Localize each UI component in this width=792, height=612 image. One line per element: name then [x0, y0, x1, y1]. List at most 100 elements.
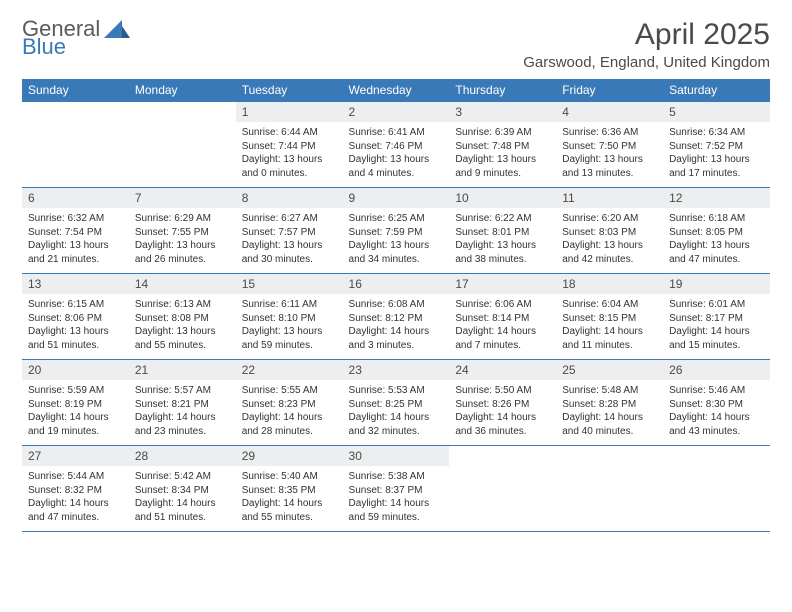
- title-block: April 2025 Garswood, England, United Kin…: [523, 18, 770, 71]
- day-details: Sunrise: 6:11 AMSunset: 8:10 PMDaylight:…: [236, 294, 343, 356]
- calendar-cell: 26Sunrise: 5:46 AMSunset: 8:30 PMDayligh…: [663, 360, 770, 446]
- location: Garswood, England, United Kingdom: [523, 54, 770, 71]
- logo: General Blue: [22, 18, 130, 58]
- calendar-table: SundayMondayTuesdayWednesdayThursdayFrid…: [22, 79, 770, 532]
- calendar-week: 1Sunrise: 6:44 AMSunset: 7:44 PMDaylight…: [22, 102, 770, 188]
- day-details: Sunrise: 6:41 AMSunset: 7:46 PMDaylight:…: [343, 122, 450, 184]
- day-details: Sunrise: 6:39 AMSunset: 7:48 PMDaylight:…: [449, 122, 556, 184]
- day-details: Sunrise: 6:08 AMSunset: 8:12 PMDaylight:…: [343, 294, 450, 356]
- day-number: 13: [22, 274, 129, 294]
- day-details: Sunrise: 6:22 AMSunset: 8:01 PMDaylight:…: [449, 208, 556, 270]
- calendar-cell: 6Sunrise: 6:32 AMSunset: 7:54 PMDaylight…: [22, 188, 129, 274]
- day-number: 16: [343, 274, 450, 294]
- day-details: Sunrise: 6:15 AMSunset: 8:06 PMDaylight:…: [22, 294, 129, 356]
- calendar-week: 6Sunrise: 6:32 AMSunset: 7:54 PMDaylight…: [22, 188, 770, 274]
- day-header: Thursday: [449, 79, 556, 102]
- day-number: 23: [343, 360, 450, 380]
- logo-mark-icon: [104, 20, 130, 40]
- calendar-cell: 17Sunrise: 6:06 AMSunset: 8:14 PMDayligh…: [449, 274, 556, 360]
- calendar-cell: 22Sunrise: 5:55 AMSunset: 8:23 PMDayligh…: [236, 360, 343, 446]
- calendar-cell: 3Sunrise: 6:39 AMSunset: 7:48 PMDaylight…: [449, 102, 556, 188]
- day-number: 25: [556, 360, 663, 380]
- logo-text-bottom: Blue: [22, 36, 100, 58]
- day-details: Sunrise: 6:25 AMSunset: 7:59 PMDaylight:…: [343, 208, 450, 270]
- day-number: 12: [663, 188, 770, 208]
- header: General Blue April 2025 Garswood, Englan…: [22, 18, 770, 71]
- day-details: Sunrise: 6:01 AMSunset: 8:17 PMDaylight:…: [663, 294, 770, 356]
- calendar-cell: 15Sunrise: 6:11 AMSunset: 8:10 PMDayligh…: [236, 274, 343, 360]
- day-details: Sunrise: 6:34 AMSunset: 7:52 PMDaylight:…: [663, 122, 770, 184]
- calendar-cell: 20Sunrise: 5:59 AMSunset: 8:19 PMDayligh…: [22, 360, 129, 446]
- day-details: Sunrise: 6:04 AMSunset: 8:15 PMDaylight:…: [556, 294, 663, 356]
- day-details: Sunrise: 6:36 AMSunset: 7:50 PMDaylight:…: [556, 122, 663, 184]
- day-details: Sunrise: 6:44 AMSunset: 7:44 PMDaylight:…: [236, 122, 343, 184]
- day-number: 2: [343, 102, 450, 122]
- day-details: Sunrise: 5:42 AMSunset: 8:34 PMDaylight:…: [129, 466, 236, 528]
- day-number: 1: [236, 102, 343, 122]
- calendar-cell: 24Sunrise: 5:50 AMSunset: 8:26 PMDayligh…: [449, 360, 556, 446]
- day-number: 4: [556, 102, 663, 122]
- calendar-week: 20Sunrise: 5:59 AMSunset: 8:19 PMDayligh…: [22, 360, 770, 446]
- day-details: Sunrise: 5:53 AMSunset: 8:25 PMDaylight:…: [343, 380, 450, 442]
- day-details: Sunrise: 6:29 AMSunset: 7:55 PMDaylight:…: [129, 208, 236, 270]
- calendar-cell: 29Sunrise: 5:40 AMSunset: 8:35 PMDayligh…: [236, 446, 343, 532]
- calendar-cell: 30Sunrise: 5:38 AMSunset: 8:37 PMDayligh…: [343, 446, 450, 532]
- calendar-cell: 25Sunrise: 5:48 AMSunset: 8:28 PMDayligh…: [556, 360, 663, 446]
- day-number: 8: [236, 188, 343, 208]
- day-number: 5: [663, 102, 770, 122]
- day-number: 19: [663, 274, 770, 294]
- calendar-cell: 7Sunrise: 6:29 AMSunset: 7:55 PMDaylight…: [129, 188, 236, 274]
- day-details: Sunrise: 6:20 AMSunset: 8:03 PMDaylight:…: [556, 208, 663, 270]
- day-number: 29: [236, 446, 343, 466]
- calendar-cell: [663, 446, 770, 532]
- day-details: Sunrise: 6:27 AMSunset: 7:57 PMDaylight:…: [236, 208, 343, 270]
- day-number: 14: [129, 274, 236, 294]
- day-header: Tuesday: [236, 79, 343, 102]
- calendar-body: 1Sunrise: 6:44 AMSunset: 7:44 PMDaylight…: [22, 102, 770, 532]
- day-number: 17: [449, 274, 556, 294]
- calendar-cell: 4Sunrise: 6:36 AMSunset: 7:50 PMDaylight…: [556, 102, 663, 188]
- calendar-week: 13Sunrise: 6:15 AMSunset: 8:06 PMDayligh…: [22, 274, 770, 360]
- day-details: Sunrise: 5:40 AMSunset: 8:35 PMDaylight:…: [236, 466, 343, 528]
- day-details: Sunrise: 5:57 AMSunset: 8:21 PMDaylight:…: [129, 380, 236, 442]
- day-details: Sunrise: 6:18 AMSunset: 8:05 PMDaylight:…: [663, 208, 770, 270]
- calendar-cell: 5Sunrise: 6:34 AMSunset: 7:52 PMDaylight…: [663, 102, 770, 188]
- calendar-cell: 27Sunrise: 5:44 AMSunset: 8:32 PMDayligh…: [22, 446, 129, 532]
- page: General Blue April 2025 Garswood, Englan…: [0, 0, 792, 550]
- calendar-cell: 18Sunrise: 6:04 AMSunset: 8:15 PMDayligh…: [556, 274, 663, 360]
- day-number: 20: [22, 360, 129, 380]
- day-number: 11: [556, 188, 663, 208]
- day-details: Sunrise: 5:50 AMSunset: 8:26 PMDaylight:…: [449, 380, 556, 442]
- calendar-cell: 14Sunrise: 6:13 AMSunset: 8:08 PMDayligh…: [129, 274, 236, 360]
- calendar-cell: 28Sunrise: 5:42 AMSunset: 8:34 PMDayligh…: [129, 446, 236, 532]
- calendar-header-row: SundayMondayTuesdayWednesdayThursdayFrid…: [22, 79, 770, 102]
- calendar-cell: 1Sunrise: 6:44 AMSunset: 7:44 PMDaylight…: [236, 102, 343, 188]
- day-details: Sunrise: 5:55 AMSunset: 8:23 PMDaylight:…: [236, 380, 343, 442]
- calendar-cell: [129, 102, 236, 188]
- day-number: 26: [663, 360, 770, 380]
- day-number: 6: [22, 188, 129, 208]
- day-number: 24: [449, 360, 556, 380]
- month-title: April 2025: [523, 18, 770, 52]
- day-header: Saturday: [663, 79, 770, 102]
- day-header: Friday: [556, 79, 663, 102]
- day-number: 18: [556, 274, 663, 294]
- day-number: 7: [129, 188, 236, 208]
- logo-text: General Blue: [22, 18, 100, 58]
- day-number: 15: [236, 274, 343, 294]
- calendar-cell: 21Sunrise: 5:57 AMSunset: 8:21 PMDayligh…: [129, 360, 236, 446]
- calendar-cell: [556, 446, 663, 532]
- calendar-cell: 11Sunrise: 6:20 AMSunset: 8:03 PMDayligh…: [556, 188, 663, 274]
- day-details: Sunrise: 5:48 AMSunset: 8:28 PMDaylight:…: [556, 380, 663, 442]
- calendar-cell: 13Sunrise: 6:15 AMSunset: 8:06 PMDayligh…: [22, 274, 129, 360]
- calendar-cell: [22, 102, 129, 188]
- day-header: Sunday: [22, 79, 129, 102]
- day-details: Sunrise: 6:13 AMSunset: 8:08 PMDaylight:…: [129, 294, 236, 356]
- calendar-cell: 9Sunrise: 6:25 AMSunset: 7:59 PMDaylight…: [343, 188, 450, 274]
- calendar-cell: 19Sunrise: 6:01 AMSunset: 8:17 PMDayligh…: [663, 274, 770, 360]
- calendar-cell: [449, 446, 556, 532]
- day-details: Sunrise: 5:46 AMSunset: 8:30 PMDaylight:…: [663, 380, 770, 442]
- day-number: 9: [343, 188, 450, 208]
- day-details: Sunrise: 6:32 AMSunset: 7:54 PMDaylight:…: [22, 208, 129, 270]
- day-number: 30: [343, 446, 450, 466]
